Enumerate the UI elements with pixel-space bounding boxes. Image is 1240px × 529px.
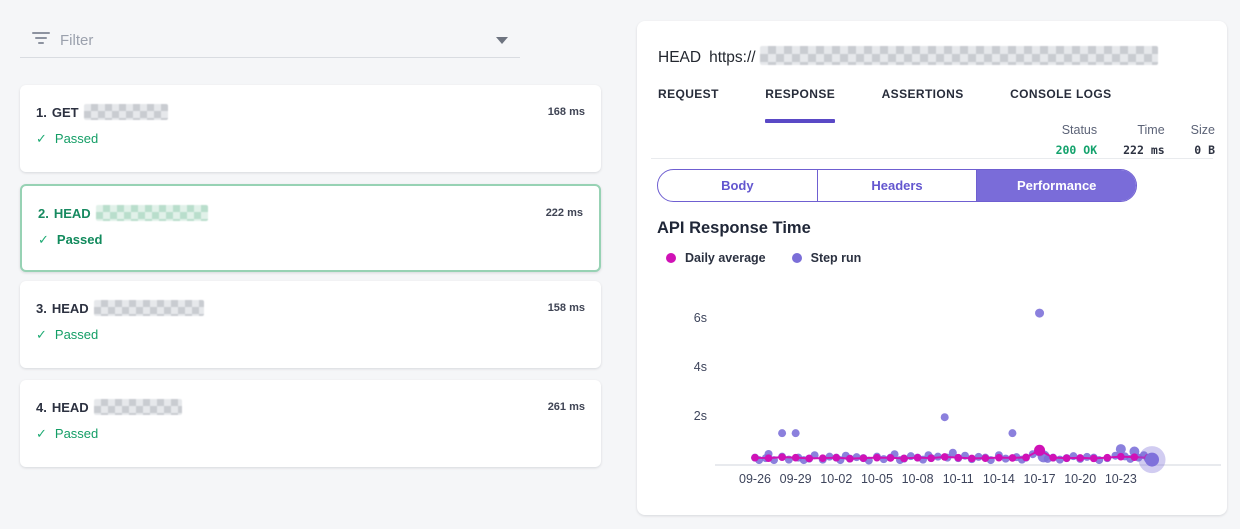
daily-average-dot-icon — [666, 253, 676, 263]
step-title: 3. HEAD — [36, 300, 204, 316]
status-value: 200 OK — [1055, 143, 1098, 157]
step-duration: 158 ms — [547, 302, 585, 314]
svg-text:10-20: 10-20 — [1064, 472, 1096, 486]
divider — [651, 158, 1213, 159]
redacted-url — [83, 104, 168, 120]
check-icon: ✓ — [38, 232, 49, 247]
svg-text:09-26: 09-26 — [739, 472, 771, 486]
status-label: Status — [1061, 123, 1098, 137]
time-label: Time — [1137, 123, 1165, 137]
legend-item-step-run[interactable]: Step run — [791, 251, 861, 265]
redacted-url — [759, 46, 1158, 65]
svg-text:10-23: 10-23 — [1105, 472, 1137, 486]
filter-input[interactable] — [60, 32, 486, 49]
tab-request[interactable]: REQUEST — [658, 87, 719, 101]
check-icon: ✓ — [36, 426, 47, 441]
detail-tabs: REQUEST RESPONSE ASSERTIONS CONSOLE LOGS — [658, 85, 1154, 123]
step-title: 1. GET — [36, 104, 168, 120]
check-icon: ✓ — [36, 131, 47, 146]
step-list-item-4[interactable]: 4. HEAD 261 ms ✓ Passed — [20, 380, 601, 467]
tab-assertions[interactable]: ASSERTIONS — [881, 87, 964, 101]
step-status: ✓ Passed — [36, 327, 99, 342]
step-duration: 222 ms — [545, 207, 583, 219]
performance-button[interactable]: Performance — [977, 170, 1136, 201]
step-title: 2. HEAD — [38, 205, 208, 221]
tab-console-logs[interactable]: CONSOLE LOGS — [1010, 87, 1112, 101]
filter-icon — [32, 31, 50, 50]
step-list-item-1[interactable]: 1. GET 168 ms ✓ Passed — [20, 85, 601, 172]
api-response-time-chart: 6s 4s 2s 09-26 09-29 10-02 10-05 10-08 10-11 10-1… — [694, 308, 1221, 486]
chart-legend: Daily average Step run — [666, 251, 861, 265]
step-status: ✓ Passed — [36, 131, 99, 146]
request-detail-panel: HEAD https:// REQUEST RESPONSE ASSERTIONS… — [637, 21, 1227, 515]
svg-text:09-29: 09-29 — [780, 472, 812, 486]
headers-button[interactable]: Headers — [818, 170, 978, 201]
step-duration: 168 ms — [547, 106, 585, 118]
step-title: 4. HEAD — [36, 399, 182, 415]
svg-text:10-02: 10-02 — [820, 472, 852, 486]
legend-item-daily-average[interactable]: Daily average — [666, 251, 766, 265]
request-line: HEAD https:// — [658, 46, 1158, 67]
response-view-switch: Body Headers Performance — [657, 169, 1137, 202]
step-duration: 261 ms — [547, 401, 585, 413]
step-list-item-3[interactable]: 3. HEAD 158 ms ✓ Passed — [20, 281, 601, 368]
redacted-url — [93, 300, 204, 316]
step-status: ✓ Passed — [36, 426, 99, 441]
svg-text:2s: 2s — [694, 409, 707, 423]
svg-text:10-17: 10-17 — [1024, 472, 1056, 486]
size-value: 0 B — [1194, 143, 1215, 157]
redacted-url — [93, 399, 182, 415]
svg-text:10-14: 10-14 — [983, 472, 1015, 486]
svg-text:10-11: 10-11 — [943, 472, 974, 486]
step-list-item-2-selected[interactable]: 2. HEAD 222 ms ✓ Passed — [20, 184, 601, 272]
size-label: Size — [1190, 123, 1215, 137]
redacted-url — [95, 205, 208, 221]
step-status: ✓ Passed — [38, 232, 103, 247]
svg-text:10-08: 10-08 — [902, 472, 934, 486]
chart-title: API Response Time — [657, 219, 811, 237]
response-summary: Status Time Size 200 OK 222 ms 0 B — [1056, 123, 1215, 157]
svg-text:4s: 4s — [694, 360, 707, 374]
check-icon: ✓ — [36, 327, 47, 342]
tab-response[interactable]: RESPONSE — [765, 87, 836, 123]
svg-text:6s: 6s — [694, 311, 707, 325]
chevron-down-icon[interactable] — [496, 37, 508, 44]
time-value: 222 ms — [1123, 143, 1165, 157]
body-button[interactable]: Body — [658, 170, 818, 201]
step-run-dot-icon — [791, 253, 802, 263]
svg-text:10-05: 10-05 — [861, 472, 893, 486]
filter-bar[interactable] — [20, 24, 520, 58]
